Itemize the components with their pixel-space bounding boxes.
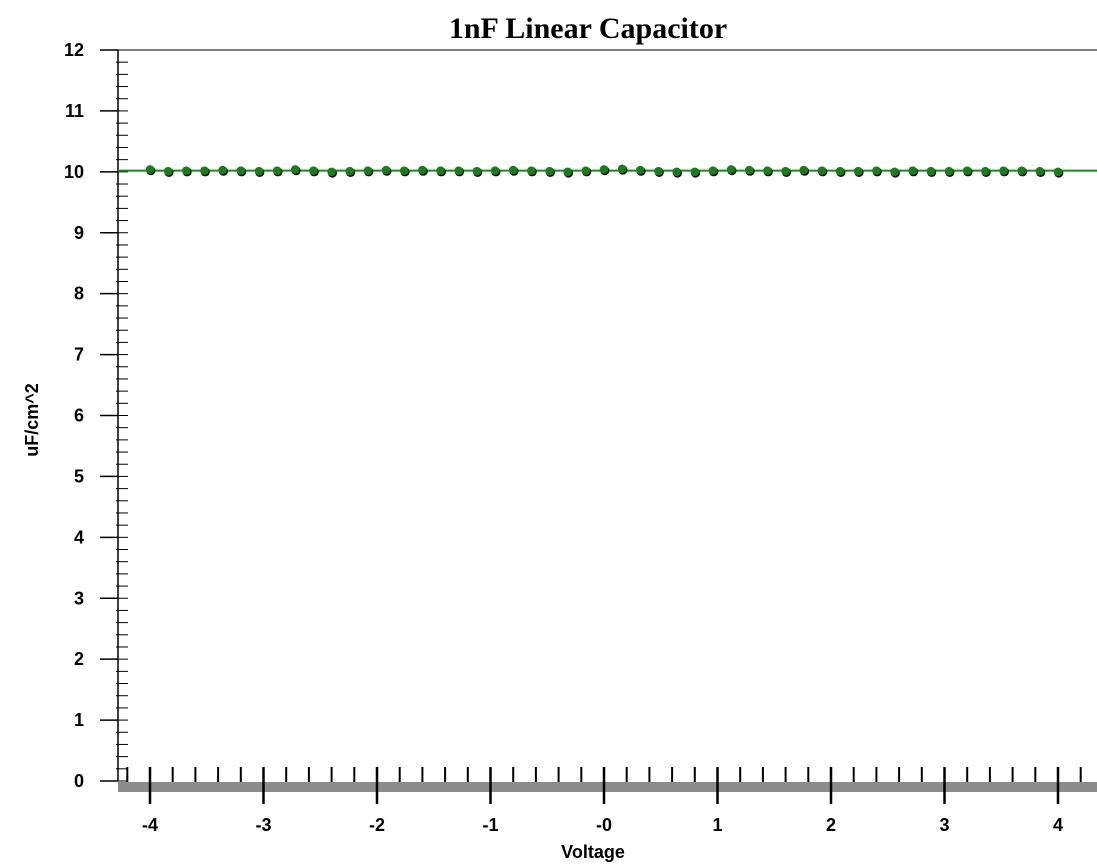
data-point bbox=[636, 165, 645, 175]
data-point bbox=[599, 165, 609, 174]
x-baseline-bar bbox=[118, 782, 1097, 792]
data-point bbox=[999, 166, 1008, 175]
data-point bbox=[490, 166, 500, 175]
data-point bbox=[962, 166, 972, 175]
x-tick-label: -3 bbox=[255, 815, 271, 835]
data-point bbox=[254, 166, 264, 176]
data-point bbox=[1053, 167, 1063, 177]
x-tick-label: 4 bbox=[1053, 815, 1063, 835]
data-point bbox=[872, 166, 881, 175]
data-point bbox=[763, 166, 772, 175]
data-point bbox=[744, 165, 754, 175]
data-point bbox=[454, 166, 464, 175]
data-point bbox=[236, 166, 246, 175]
data-point bbox=[545, 166, 554, 176]
data-point bbox=[708, 166, 718, 175]
x-tick-label: 3 bbox=[939, 815, 949, 835]
data-point bbox=[908, 166, 918, 175]
data-point bbox=[781, 166, 790, 176]
data-point bbox=[926, 166, 936, 176]
y-tick-label: 10 bbox=[64, 162, 84, 182]
data-point bbox=[381, 165, 391, 175]
data-point bbox=[581, 166, 591, 175]
data-point bbox=[617, 164, 627, 174]
data-point bbox=[890, 167, 899, 177]
data-point bbox=[418, 165, 427, 175]
data-point bbox=[363, 166, 373, 175]
y-tick-label: 1 bbox=[74, 710, 84, 730]
data-point bbox=[527, 166, 536, 175]
data-point bbox=[981, 166, 990, 176]
x-tick-label: 1 bbox=[712, 815, 722, 835]
data-point bbox=[472, 166, 482, 176]
data-point bbox=[163, 166, 173, 176]
y-tick-label: 4 bbox=[74, 527, 84, 547]
data-point bbox=[145, 165, 155, 174]
x-tick-label: -4 bbox=[142, 815, 158, 835]
y-tick-label: 11 bbox=[65, 101, 84, 121]
data-point bbox=[817, 166, 827, 175]
x-tick-label: -1 bbox=[482, 815, 498, 835]
x-axis: -4 -3 -2 -1 -0 1 2 3 4 bbox=[118, 767, 1097, 835]
chart-title: 1nF Linear Capacitor bbox=[449, 12, 727, 45]
data-point bbox=[654, 166, 663, 176]
y-tick-label: 9 bbox=[74, 223, 84, 243]
y-tick-label: 2 bbox=[74, 649, 84, 669]
data-points bbox=[145, 164, 1064, 178]
data-point bbox=[853, 166, 863, 176]
x-tick-label: 2 bbox=[826, 815, 836, 835]
data-point bbox=[799, 165, 809, 175]
y-tick-label: 7 bbox=[74, 345, 84, 365]
data-point bbox=[835, 166, 845, 176]
y-tick-label: 12 bbox=[64, 40, 84, 60]
data-point bbox=[272, 166, 282, 175]
data-point bbox=[672, 167, 681, 177]
y-tick-label: 3 bbox=[74, 588, 84, 608]
data-point bbox=[309, 166, 318, 175]
data-point bbox=[218, 165, 227, 175]
data-point bbox=[327, 167, 336, 177]
y-tick-label: 5 bbox=[74, 466, 84, 486]
y-tick-label: 6 bbox=[74, 406, 84, 426]
data-point bbox=[944, 166, 954, 176]
data-point bbox=[399, 166, 409, 175]
data-point bbox=[1017, 166, 1026, 175]
data-point bbox=[182, 166, 191, 175]
data-point bbox=[436, 166, 445, 175]
y-axis-label: uF/cm^2 bbox=[22, 383, 42, 457]
data-point bbox=[508, 165, 518, 175]
y-tick-label: 0 bbox=[74, 771, 84, 791]
data-point bbox=[200, 166, 209, 175]
x-tick-label: -2 bbox=[369, 815, 385, 835]
data-point bbox=[345, 166, 355, 176]
data-point bbox=[563, 167, 572, 177]
data-point bbox=[1035, 166, 1045, 176]
x-tick-label: -0 bbox=[596, 815, 612, 835]
data-point bbox=[290, 165, 300, 174]
x-axis-label: Voltage bbox=[561, 842, 625, 862]
data-point bbox=[690, 167, 700, 177]
data-point bbox=[726, 165, 736, 174]
y-tick-label: 8 bbox=[74, 284, 84, 304]
